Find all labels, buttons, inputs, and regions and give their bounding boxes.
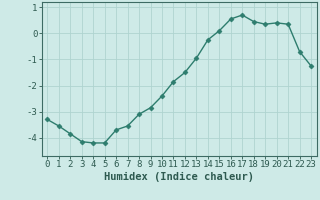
X-axis label: Humidex (Indice chaleur): Humidex (Indice chaleur) <box>104 172 254 182</box>
